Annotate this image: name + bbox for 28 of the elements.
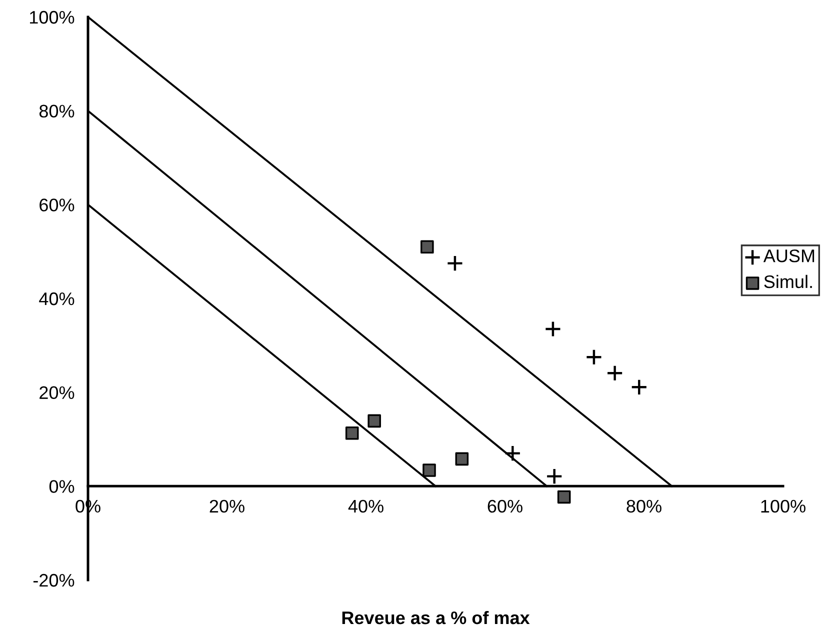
x-axis-title: Reveue as a % of max [342,610,530,624]
point [606,364,624,382]
point [544,320,562,338]
legend-label: AUSM [763,249,814,262]
y-tick-label: 80% [39,104,74,118]
x-tick-label: 20% [210,500,244,513]
y-tick-label: 20% [40,386,74,400]
x-tick-label: 60% [488,500,522,513]
y-tick-label: 60% [40,198,74,212]
x-tick-label: 100% [761,500,806,513]
y-tick-label: 0% [49,480,74,493]
point [420,240,434,254]
point [446,254,464,272]
point [455,452,469,466]
point [546,468,563,485]
point [630,378,648,396]
x-tick-label: 40% [348,500,384,513]
x-tick-label: 80% [626,500,662,513]
point [557,490,571,504]
point [504,444,522,462]
point [586,348,602,366]
y-tick-label: -20% [33,574,74,587]
legend-label: Simul. [764,274,812,288]
y-tick-label: 100% [30,10,74,24]
y-tick-label: 40% [39,292,74,306]
point [422,464,436,477]
point [368,414,381,428]
point [345,426,359,440]
